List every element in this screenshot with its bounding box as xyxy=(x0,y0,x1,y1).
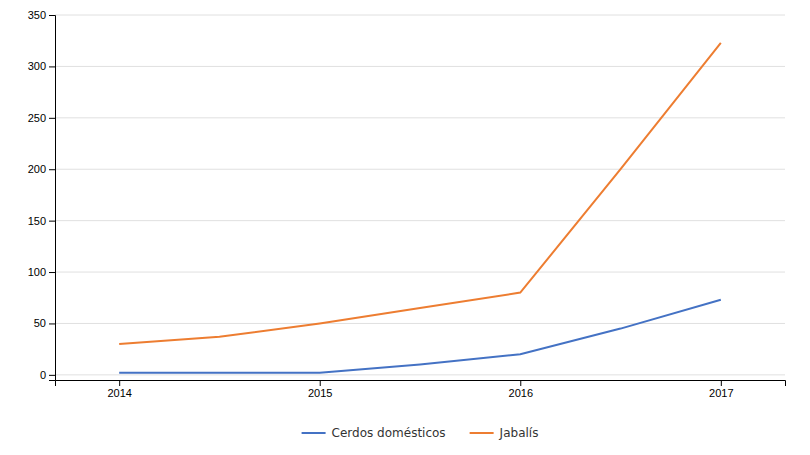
y-tick: 100 xyxy=(28,266,55,278)
y-tick-label: 350 xyxy=(28,9,46,21)
grid-line xyxy=(55,272,785,273)
series-line xyxy=(119,43,721,344)
y-tick: 250 xyxy=(28,112,55,124)
y-tick-label: 250 xyxy=(28,112,46,124)
legend-swatch xyxy=(470,432,494,434)
y-tick: 350 xyxy=(28,9,55,21)
grid xyxy=(55,15,785,375)
x-axis: 2014 2015 2016 2017 xyxy=(56,380,786,399)
x-tick-label: 2017 xyxy=(709,387,733,399)
grid-line xyxy=(55,15,785,16)
grid-line xyxy=(55,220,785,221)
legend: Cerdos domésticos Jabalís xyxy=(302,426,539,440)
y-tick-mark xyxy=(49,66,55,67)
y-tick-mark xyxy=(49,169,55,170)
y-tick-mark xyxy=(49,272,55,273)
y-axis: 0 50 100 150 200 250 300 350 xyxy=(28,9,56,381)
y-tick-label: 0 xyxy=(40,369,46,381)
x-tick-label: 2016 xyxy=(509,387,533,399)
y-axis-line xyxy=(49,16,56,381)
y-tick: 0 xyxy=(40,369,55,381)
x-axis-line xyxy=(56,381,786,387)
series-line xyxy=(119,300,721,373)
y-tick-label: 200 xyxy=(28,163,46,175)
legend-label: Jabalís xyxy=(499,426,539,440)
legend-label: Cerdos domésticos xyxy=(332,426,446,440)
lines xyxy=(119,43,721,373)
grid-line xyxy=(55,169,785,170)
x-tick-label: 2015 xyxy=(308,387,332,399)
x-tick: 2014 xyxy=(107,380,131,399)
x-tick-mark xyxy=(721,380,722,386)
x-tick-mark xyxy=(520,380,521,386)
y-tick-mark xyxy=(49,323,55,324)
y-tick: 50 xyxy=(34,317,55,329)
y-tick-mark xyxy=(49,118,55,119)
y-tick-label: 150 xyxy=(28,215,46,227)
x-tick: 2017 xyxy=(709,380,733,399)
y-tick-label: 300 xyxy=(28,60,46,72)
x-tick: 2015 xyxy=(308,380,332,399)
grid-line xyxy=(55,323,785,324)
legend-swatch xyxy=(302,432,326,434)
y-tick-mark xyxy=(49,221,55,222)
y-tick-mark xyxy=(49,375,55,376)
y-tick-mark xyxy=(49,15,55,16)
y-tick-label: 50 xyxy=(34,317,46,329)
legend-item: Jabalís xyxy=(470,426,539,440)
y-tick: 200 xyxy=(28,163,55,175)
x-tick-label: 2014 xyxy=(107,387,131,399)
x-tick-mark xyxy=(320,380,321,386)
x-tick-mark xyxy=(119,380,120,386)
legend-item: Cerdos domésticos xyxy=(302,426,446,440)
y-tick-label: 100 xyxy=(28,266,46,278)
grid-line xyxy=(55,374,785,375)
plot: 2014 2015 2016 2017 0 50 100 150 200 250 300 350 xyxy=(28,9,786,399)
grid-line xyxy=(55,66,785,67)
x-tick: 2016 xyxy=(509,380,533,399)
y-tick: 300 xyxy=(28,60,55,72)
grid-line xyxy=(55,117,785,118)
chart: 2014 2015 2016 2017 0 50 100 150 200 250 300 350 Cer… xyxy=(0,0,810,455)
y-tick: 150 xyxy=(28,215,55,227)
